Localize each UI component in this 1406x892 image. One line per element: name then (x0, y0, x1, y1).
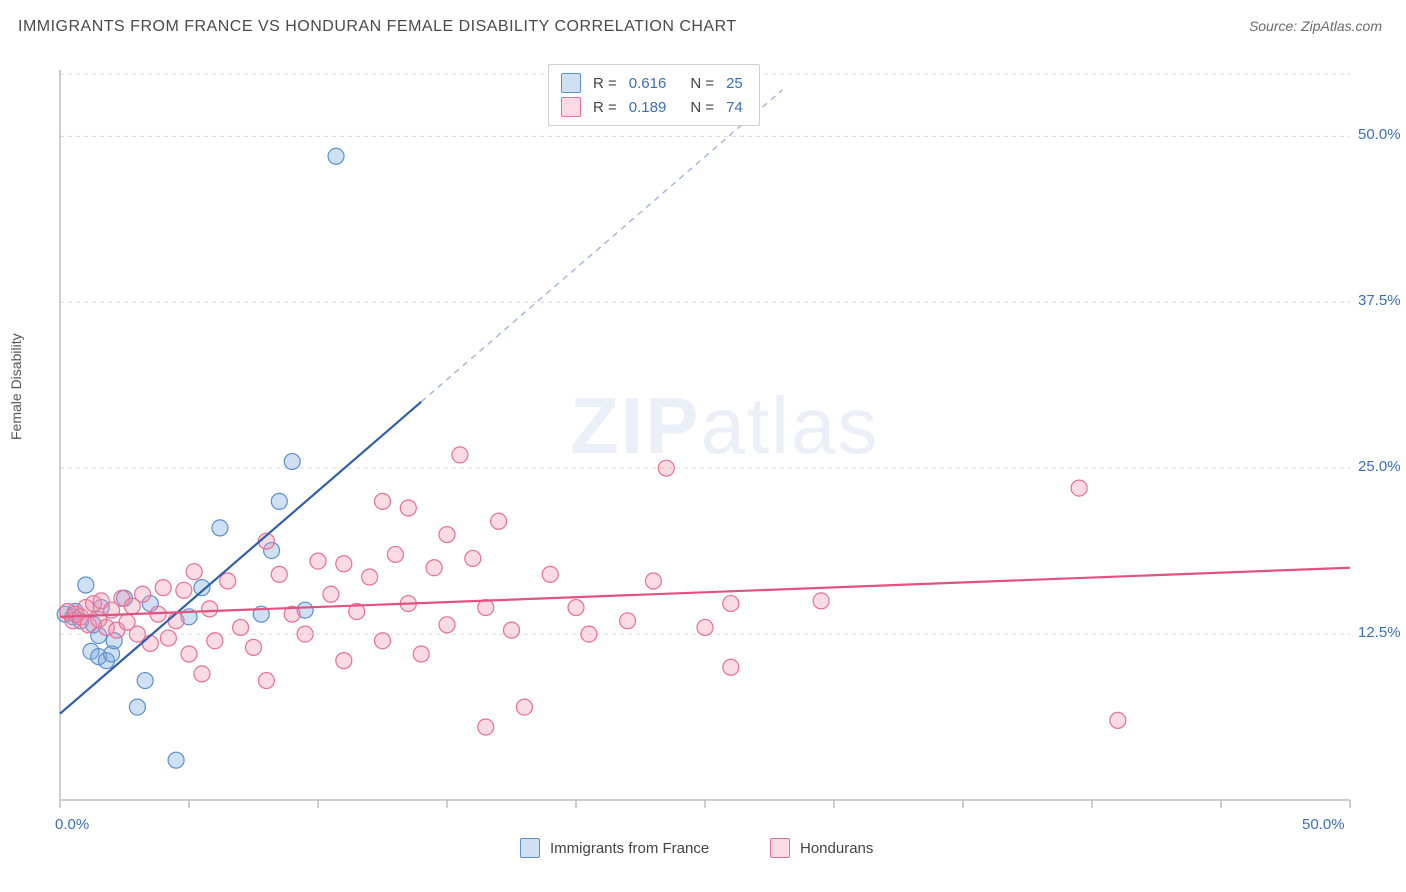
legend-r-label: R = (593, 99, 617, 116)
legend-correlation-row: R = 0.189 N = 74 (561, 95, 747, 119)
y-tick-label: 12.5% (1358, 624, 1401, 641)
legend-label-hondurans: Hondurans (800, 840, 873, 857)
chart-title: IMMIGRANTS FROM FRANCE VS HONDURAN FEMAL… (18, 18, 737, 36)
x-tick-label: 0.0% (55, 816, 89, 833)
legend-swatch-france (520, 838, 540, 858)
legend-n-value: 74 (726, 99, 743, 116)
legend-swatch (561, 97, 581, 117)
x-tick-label: 50.0% (1302, 816, 1345, 833)
legend-series-hondurans: Hondurans (770, 838, 873, 858)
legend-correlation-row: R = 0.616 N = 25 (561, 71, 747, 95)
legend-r-value: 0.616 (629, 75, 667, 92)
legend-correlation-box: R = 0.616 N = 25 R = 0.189 N = 74 (548, 64, 760, 126)
legend-n-label: N = (690, 75, 714, 92)
legend-label-france: Immigrants from France (550, 840, 709, 857)
y-tick-label: 37.5% (1358, 292, 1401, 309)
scatter-plot-svg (50, 60, 1380, 830)
chart-area (50, 60, 1380, 830)
source-attribution: Source: ZipAtlas.com (1249, 18, 1382, 34)
legend-r-value: 0.189 (629, 99, 667, 116)
legend-series-france: Immigrants from France (520, 838, 709, 858)
legend-n-label: N = (690, 99, 714, 116)
legend-n-value: 25 (726, 75, 743, 92)
legend-r-label: R = (593, 75, 617, 92)
y-tick-label: 50.0% (1358, 126, 1401, 143)
y-axis-label: Female Disability (8, 333, 24, 440)
legend-swatch-hondurans (770, 838, 790, 858)
y-tick-label: 25.0% (1358, 458, 1401, 475)
legend-swatch (561, 73, 581, 93)
